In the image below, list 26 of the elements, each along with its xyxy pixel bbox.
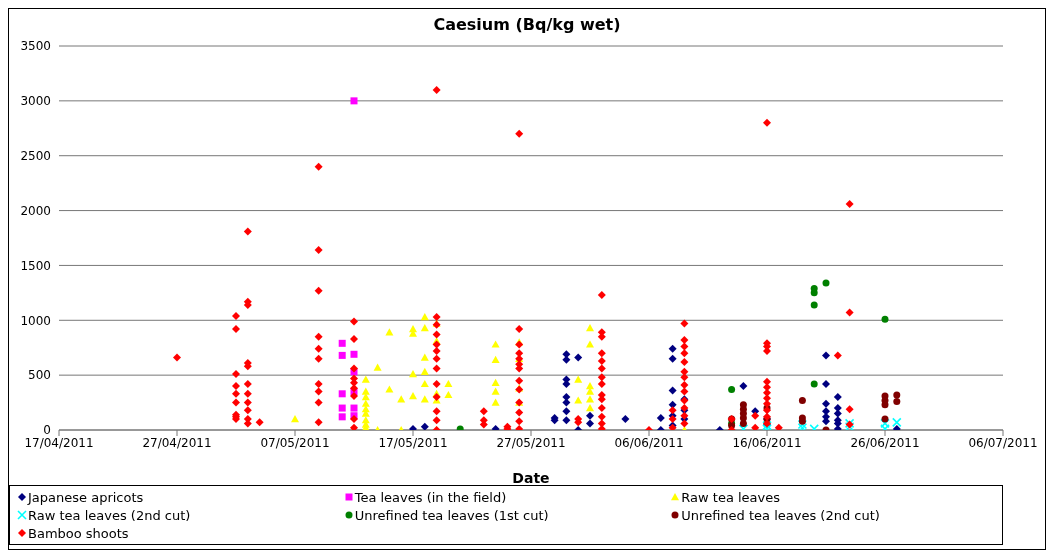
x-tick-label: 17/05/2011 — [378, 435, 448, 450]
y-tick-label: 2500 — [20, 148, 51, 163]
y-tick-label: 1000 — [20, 313, 51, 328]
x-tick-label: 16/06/2011 — [732, 435, 802, 450]
y-tick-label: 1500 — [20, 258, 51, 273]
x-tick-label: 27/04/2011 — [142, 435, 212, 450]
y-tick-label: 2000 — [20, 203, 51, 218]
x-tick-label: 07/05/2011 — [260, 435, 330, 450]
y-tick-label: 500 — [28, 368, 51, 383]
legend-label: Raw tea leaves (2nd cut) — [28, 507, 191, 523]
x-tick-label: 17/04/2011 — [24, 435, 94, 450]
y-tick-label: 3500 — [20, 39, 51, 54]
legend-label: Bamboo shoots — [28, 525, 129, 541]
y-tick-label: 3000 — [20, 94, 51, 109]
y-tick-label: 0 — [43, 423, 51, 438]
x-tick-label: 26/06/2011 — [850, 435, 920, 450]
x-tick-label: 06/06/2011 — [614, 435, 684, 450]
x-axis-title: Date — [512, 470, 550, 486]
legend-label: Raw tea leaves — [681, 489, 781, 505]
legend-label: Japanese apricots — [28, 489, 144, 505]
x-tick-label: 27/05/2011 — [496, 435, 566, 450]
legend-label: Tea leaves (in the field) — [354, 489, 507, 505]
legend-label: Unrefined tea leaves (1st cut) — [354, 507, 549, 523]
x-tick-label: 06/07/2011 — [968, 435, 1038, 450]
legend-label: Unrefined tea leaves (2nd cut) — [681, 507, 880, 523]
chart-title: Caesium (Bq/kg wet) — [432, 14, 622, 34]
